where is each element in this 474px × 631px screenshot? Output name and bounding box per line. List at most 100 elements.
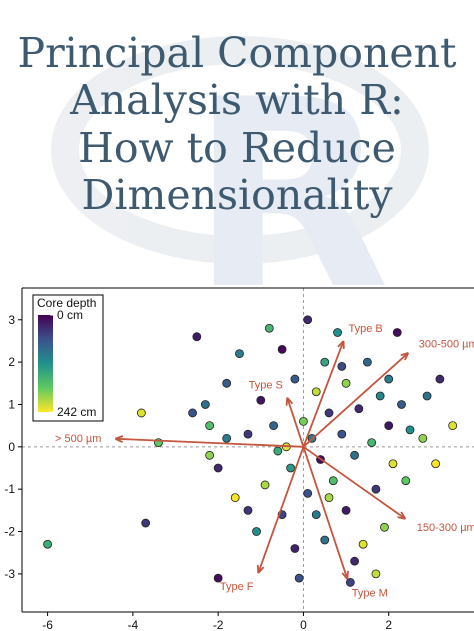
loading-arrow [302,340,345,448]
y-tick-label: 2 [8,355,15,369]
point [290,544,300,553]
y-tick-label: -3 [4,567,15,581]
point [273,446,283,456]
title-line: Analysis with R: [69,76,404,124]
point [350,556,360,566]
point [431,459,441,469]
point [320,535,330,545]
point [269,421,278,431]
point [277,345,287,354]
point [401,476,411,486]
arrow-head [285,397,294,406]
colorbar-label: 242 cm [57,405,96,419]
point [380,522,389,532]
point [243,505,253,515]
point [136,408,146,418]
point [341,505,351,515]
loading-label: Type M [352,587,388,599]
point [405,425,415,435]
point [188,408,197,418]
point [286,463,296,473]
point [384,374,394,384]
point [324,493,334,503]
point [345,577,355,587]
title-line: How to Reduce [78,124,396,172]
point [324,408,334,418]
plot: -3 -2 -1 0 1 2 3 -6 -4 -2 0 2 Type B 300-500 µm Type S… [4,287,474,631]
point [392,328,402,337]
point [371,484,381,494]
point [256,395,266,405]
point [213,573,223,583]
loading-label: Type B [348,323,382,335]
point [230,493,240,503]
loading-arrow [286,397,305,448]
y-tick-label: 3 [8,313,15,327]
loading-label: > 500 µm [55,433,101,445]
point [260,480,270,490]
arrow-head [114,435,124,444]
point [367,438,377,447]
point [422,391,432,401]
loading-arrow [257,446,305,574]
point [264,323,274,333]
arrow-head [337,340,345,349]
point [362,357,372,367]
colorbar-label: 0 cm [57,308,83,322]
point [311,387,321,397]
arrow-head [341,570,349,580]
x-tick-label: 0 [300,618,307,631]
point [388,459,398,469]
point [350,450,360,460]
point [320,357,330,367]
colorbar [38,315,53,412]
y-tick-label: 0 [8,440,15,454]
y-tick-label: 1 [8,397,15,411]
point [141,518,151,528]
point [333,328,342,337]
point [290,374,300,384]
y-tick-label: -2 [4,525,15,539]
title-line: Principal Component [17,29,457,77]
point [418,433,428,443]
point [328,476,338,486]
point [205,450,215,460]
point [448,421,458,431]
title-line: Dimensionality [81,171,393,219]
point [252,527,261,536]
point [243,429,253,439]
point [235,349,244,359]
point [222,378,232,388]
loading-label: Type S [249,379,283,391]
point [337,429,347,439]
x-tick-label: -4 [128,618,139,631]
point [303,315,313,325]
loading-arrow [302,446,349,580]
point [294,573,304,583]
point [311,510,321,519]
loading-label: Type F [220,581,254,593]
loading-arrow [115,437,304,448]
x-tick-label: -2 [213,618,224,631]
point [222,433,232,443]
point [337,361,347,371]
point [375,391,385,401]
point [358,539,368,549]
point [354,404,364,414]
point [299,417,308,426]
arrow-head [256,564,265,574]
point [384,421,394,431]
loading-label: 300-500 µm [419,338,474,350]
legend-title: Core depth [37,296,96,310]
loading-arrow [302,446,406,520]
arrow-head [397,511,407,520]
x-tick-label: 2 [385,618,392,631]
point [205,421,215,431]
point [435,374,445,384]
point [200,400,210,409]
arrow-head [400,351,410,361]
point [371,569,381,579]
point [397,400,406,409]
point [303,489,313,498]
